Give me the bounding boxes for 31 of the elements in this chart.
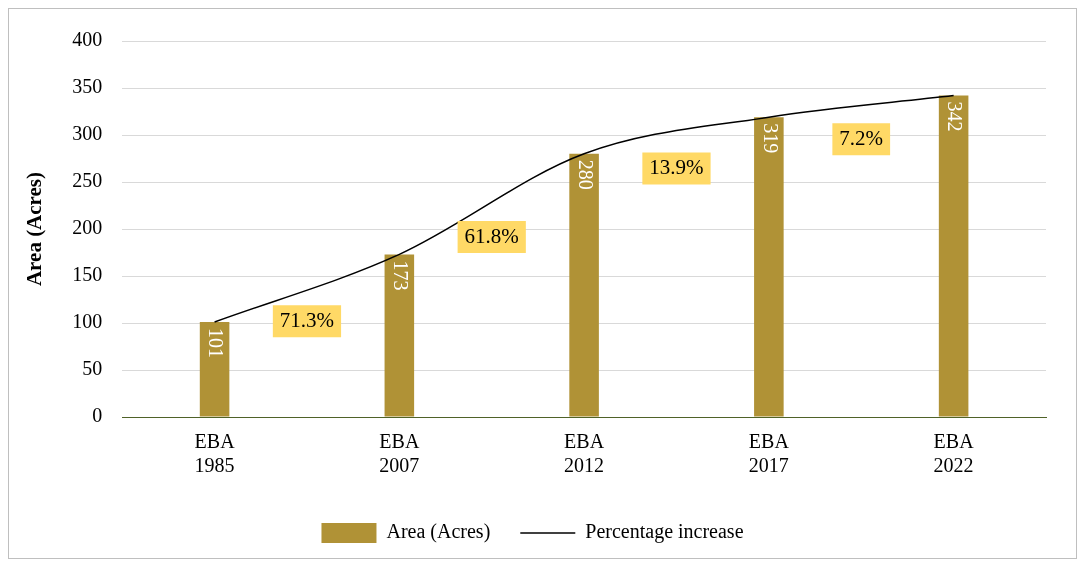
bar [384,254,415,417]
data-label: 280 [574,159,597,190]
x-tick-label: EBA 2017 [748,430,790,477]
data-label: 173 [390,260,413,291]
bar [569,153,599,417]
y-tick-label: 100 [72,310,103,333]
x-tick-label: EBA 2007 [379,430,420,477]
data-label: 319 [759,123,782,154]
x-tick-label: EBA 2012 [564,430,605,477]
x-tick-label: EBA 2022 [933,430,975,477]
legend-label: Percentage increase [585,520,744,544]
annotation: 7.2% [839,125,884,150]
y-tick-label: 150 [72,263,103,286]
annotation: 13.9% [649,154,704,179]
y-tick-label: 0 [92,404,103,427]
annotation: 61.8% [464,223,519,248]
annotation: 71.3% [279,307,335,332]
y-axis-title: Area (Acres) [22,171,47,287]
bar [199,322,230,417]
y-tick-label: 200 [72,216,103,239]
y-tick-label: 50 [82,357,103,380]
y-tick-label: 350 [72,75,103,98]
y-tick-label: 250 [72,169,103,192]
data-label: 342 [944,101,967,132]
y-tick-label: 400 [72,28,103,51]
bar [938,95,969,417]
y-tick-label: 300 [72,122,103,145]
x-tick-label: EBA 1985 [194,430,236,477]
legend-label: Area (Acres) [386,520,491,544]
bar [754,117,784,417]
data-label: 101 [205,328,228,359]
